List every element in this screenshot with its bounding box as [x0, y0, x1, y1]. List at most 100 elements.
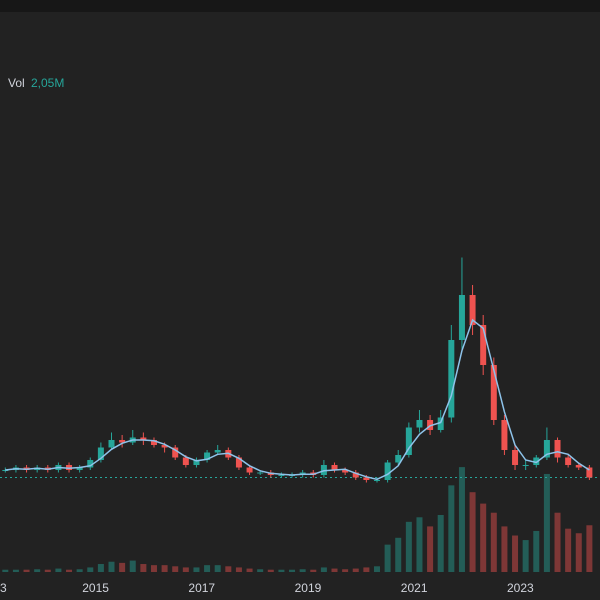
candle-body — [395, 455, 402, 463]
volume-bar — [448, 485, 455, 572]
volume-bar — [2, 569, 9, 572]
volume-legend-value: 2,05M — [31, 76, 64, 90]
candle-body — [342, 470, 349, 473]
candle-body — [522, 465, 529, 466]
volume-bar — [405, 521, 412, 572]
candle-body — [2, 470, 9, 471]
volume-bar — [66, 569, 73, 572]
volume-bar — [586, 525, 593, 572]
volume-bar — [310, 569, 317, 572]
volume-bar — [235, 567, 242, 572]
volume-bar — [204, 565, 211, 572]
x-tick-label: 2019 — [295, 581, 322, 595]
volume-bar — [565, 528, 572, 572]
volume-bar — [416, 517, 423, 572]
candle-body — [182, 457, 189, 465]
volume-bar — [458, 467, 465, 572]
volume-bar — [182, 567, 189, 572]
volume-bar — [225, 566, 232, 572]
volume-bar — [87, 567, 94, 572]
volume-bar — [342, 569, 349, 572]
volume-bar — [172, 566, 179, 572]
candle-body — [575, 465, 582, 468]
candle-body — [427, 420, 434, 430]
candle-body — [320, 465, 327, 475]
candle-body — [108, 440, 115, 448]
x-tick-label: 2021 — [401, 581, 428, 595]
x-tick-label: 2017 — [188, 581, 215, 595]
candle-body — [437, 417, 444, 430]
volume-bar — [363, 567, 370, 572]
candle-body — [193, 460, 200, 465]
volume-bar — [140, 564, 147, 572]
x-tick-label: 2015 — [82, 581, 109, 595]
volume-bar — [512, 535, 519, 572]
candle-body — [87, 460, 94, 468]
volume-bar — [193, 567, 200, 572]
volume-bar — [543, 473, 550, 572]
candle-body — [480, 325, 487, 365]
candle-body — [458, 295, 465, 340]
volume-bar — [34, 569, 41, 572]
x-tick-label: 2023 — [507, 581, 534, 595]
volume-bar — [331, 568, 338, 572]
candle-body — [448, 340, 455, 418]
candle-body — [469, 295, 476, 325]
volume-bar — [469, 492, 476, 572]
candle-body — [352, 472, 359, 478]
candle-body — [161, 445, 168, 448]
top-bar — [0, 0, 600, 12]
volume-bar — [490, 512, 497, 572]
volume-bar — [352, 568, 359, 572]
candle-body — [172, 447, 179, 458]
volume-bar — [384, 544, 391, 572]
volume-bar — [97, 564, 104, 572]
x-tick-label: 3 — [0, 581, 7, 595]
candle-body — [405, 427, 412, 455]
volume-bar — [278, 569, 285, 572]
candle-body — [373, 480, 380, 481]
candle-body — [384, 462, 391, 480]
candle-body — [150, 440, 157, 445]
candle-body — [416, 420, 423, 428]
volume-bar — [289, 569, 296, 572]
candle-body — [66, 465, 73, 470]
volume-bar — [246, 568, 253, 572]
candle-body — [119, 440, 126, 443]
volume-legend-label: Vol — [8, 76, 25, 90]
volume-bar — [575, 533, 582, 572]
candle-body — [501, 420, 508, 450]
volume-bar — [44, 569, 51, 572]
candle-body — [533, 457, 540, 465]
volume-bar — [55, 568, 62, 572]
candle-body — [257, 472, 264, 474]
candle-body — [543, 440, 550, 458]
candle-body — [97, 447, 104, 460]
candle-body — [512, 450, 519, 465]
volume-bar — [554, 512, 561, 572]
volume-bar — [108, 561, 115, 572]
candle-body — [331, 465, 338, 470]
candle-body — [246, 467, 253, 473]
candle-body — [235, 457, 242, 468]
candle-body — [278, 475, 285, 476]
candle-body — [363, 477, 370, 480]
candle-body — [204, 452, 211, 460]
candle-body — [490, 365, 497, 420]
volume-bar — [480, 503, 487, 572]
volume-bar — [214, 565, 221, 572]
candle-body — [586, 467, 593, 478]
volume-bar — [129, 560, 136, 572]
volume-bar — [533, 530, 540, 572]
candle-body — [140, 437, 147, 440]
candle-body — [554, 440, 561, 458]
volume-bar — [12, 569, 19, 572]
volume-bar — [320, 567, 327, 572]
candle-body — [76, 467, 83, 470]
volume-bar — [373, 566, 380, 572]
volume-bar — [501, 526, 508, 572]
volume-bar — [395, 537, 402, 572]
volume-bar — [150, 565, 157, 572]
